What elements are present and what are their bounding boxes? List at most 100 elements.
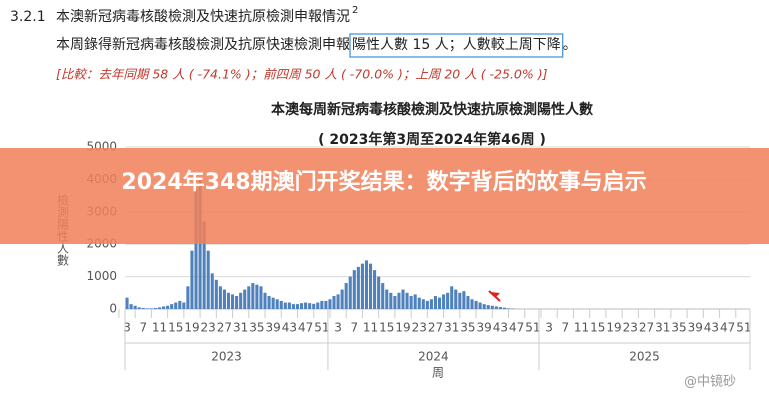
x-tick-label: 39 xyxy=(688,321,703,335)
section-number: 3.2.1 xyxy=(10,9,46,25)
x-tick-label: 51 xyxy=(525,321,540,335)
bar xyxy=(328,299,332,309)
bar xyxy=(182,302,186,309)
chart-title: 本澳每周新冠病毒核酸檢測及快速抗原檢測陽性人數 xyxy=(271,101,593,118)
x-tick-label: 19 xyxy=(606,321,621,335)
bar xyxy=(190,250,194,309)
bar xyxy=(231,294,235,309)
x-tick-label: 43 xyxy=(282,321,297,335)
x-tick-label: 11 xyxy=(152,321,167,335)
bar xyxy=(239,292,243,309)
comparison: [比較：去年同期 58 人 ( -74.1% )；前四周 50 人 ( -70.… xyxy=(56,67,548,82)
x-tick-label: 47 xyxy=(720,321,735,335)
banner-title-1: 2024年348期澳门开奖结果：数字背后的故事与启示 xyxy=(121,169,646,195)
bar xyxy=(243,289,247,309)
x-tick-label: 47 xyxy=(509,321,524,335)
bar xyxy=(462,291,466,309)
year-label: 2025 xyxy=(629,350,660,364)
bar xyxy=(153,308,157,309)
x-tick-label: 15 xyxy=(590,321,605,335)
x-tick-label: 39 xyxy=(477,321,492,335)
y-tick-label: 1000 xyxy=(86,269,117,283)
bar xyxy=(332,296,336,309)
bar xyxy=(364,260,369,309)
x-tick-label: 15 xyxy=(379,321,394,335)
bar xyxy=(206,250,210,309)
bar xyxy=(454,289,458,309)
x-tick-label: 43 xyxy=(493,321,508,335)
x-tick-label: 3 xyxy=(123,321,131,335)
x-tick-label: 51 xyxy=(736,321,751,335)
bar xyxy=(324,300,328,309)
bar xyxy=(401,289,405,309)
bar xyxy=(373,270,377,309)
x-tick-label: 15 xyxy=(168,321,183,335)
bar xyxy=(202,221,206,309)
bar xyxy=(425,300,429,309)
bar xyxy=(405,292,409,309)
bar xyxy=(344,283,348,309)
x-tick-label: 23 xyxy=(623,321,638,335)
bar xyxy=(267,296,271,309)
bar xyxy=(283,302,287,309)
year-label: 2024 xyxy=(418,350,449,364)
bar xyxy=(157,307,162,309)
bar xyxy=(235,296,239,309)
bar xyxy=(320,300,324,309)
bar xyxy=(125,297,129,309)
bar xyxy=(263,292,267,309)
x-tick-label: 19 xyxy=(395,321,410,335)
bar xyxy=(300,303,304,309)
x-tick-label: 31 xyxy=(655,321,670,335)
x-tick-label: 35 xyxy=(249,321,264,335)
bar xyxy=(393,296,397,309)
banner xyxy=(0,148,769,244)
bar xyxy=(502,307,507,309)
bar xyxy=(287,302,291,309)
bar xyxy=(137,307,141,309)
bar xyxy=(494,306,498,309)
bar xyxy=(470,299,474,309)
x-tick-label: 47 xyxy=(298,321,313,335)
bar xyxy=(308,303,312,309)
x-tick-label: 23 xyxy=(412,321,427,335)
bar xyxy=(312,303,316,309)
x-tick-label: 35 xyxy=(460,321,475,335)
bar xyxy=(506,308,511,309)
x-tick-label: 35 xyxy=(671,321,686,335)
x-tick-label: 51 xyxy=(314,321,329,335)
bar xyxy=(166,305,170,309)
x-tick-label: 7 xyxy=(350,321,358,335)
arrow-line xyxy=(488,290,501,302)
x-tick-label: 27 xyxy=(217,321,232,335)
bar xyxy=(377,276,381,309)
bar xyxy=(251,283,255,309)
bar xyxy=(478,302,482,309)
bar xyxy=(141,308,145,309)
bar xyxy=(409,296,413,309)
bar xyxy=(474,300,478,309)
chart-subtitle: ( 2023年第3周至2024年第46周 ) xyxy=(318,131,546,148)
bar xyxy=(450,286,454,309)
bar xyxy=(259,286,263,309)
bar xyxy=(186,286,190,309)
bar xyxy=(352,270,356,309)
bar xyxy=(336,294,340,309)
y-tick-label: 0 xyxy=(109,302,117,316)
summary-end: 。 xyxy=(563,37,577,53)
bar xyxy=(490,305,494,309)
bar xyxy=(295,304,300,309)
x-tick-label: 31 xyxy=(233,321,248,335)
x-tick-label: 19 xyxy=(184,321,199,335)
bar xyxy=(385,289,389,309)
bar xyxy=(170,304,174,309)
bar xyxy=(348,276,352,309)
bar xyxy=(356,266,360,309)
bar xyxy=(389,292,393,309)
x-tick-label: 31 xyxy=(444,321,459,335)
bar xyxy=(129,304,133,309)
bar xyxy=(178,300,182,309)
bar xyxy=(275,299,279,309)
bar xyxy=(162,306,166,309)
bar xyxy=(291,304,295,309)
